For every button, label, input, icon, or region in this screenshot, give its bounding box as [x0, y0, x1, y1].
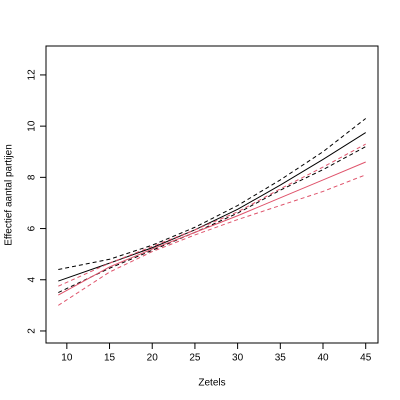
y-tick-label: 6 [27, 225, 38, 231]
x-tick-label: 10 [61, 353, 73, 364]
y-tick-label: 2 [27, 328, 38, 334]
x-tick-label: 30 [232, 353, 244, 364]
y-tick-label: 4 [27, 277, 38, 283]
series-line [58, 146, 366, 294]
x-tick-label: 35 [275, 353, 287, 364]
x-tick-label: 25 [189, 353, 201, 364]
series-line [58, 143, 366, 287]
y-tick-label: 10 [27, 120, 38, 132]
series-line [58, 132, 366, 282]
plot-box [45, 45, 379, 344]
series-line [58, 161, 366, 296]
series-line [58, 174, 366, 306]
x-tick-label: 20 [147, 353, 159, 364]
x-axis-title: Zetels [198, 378, 225, 389]
x-tick-label: 40 [317, 353, 329, 364]
x-tick-label: 15 [104, 353, 116, 364]
y-axis-title: Effectief aantal partijen [4, 144, 15, 246]
y-tick-label: 12 [27, 69, 38, 81]
x-tick-label: 45 [360, 353, 372, 364]
series-line [58, 118, 367, 271]
y-tick-label: 8 [27, 174, 38, 180]
